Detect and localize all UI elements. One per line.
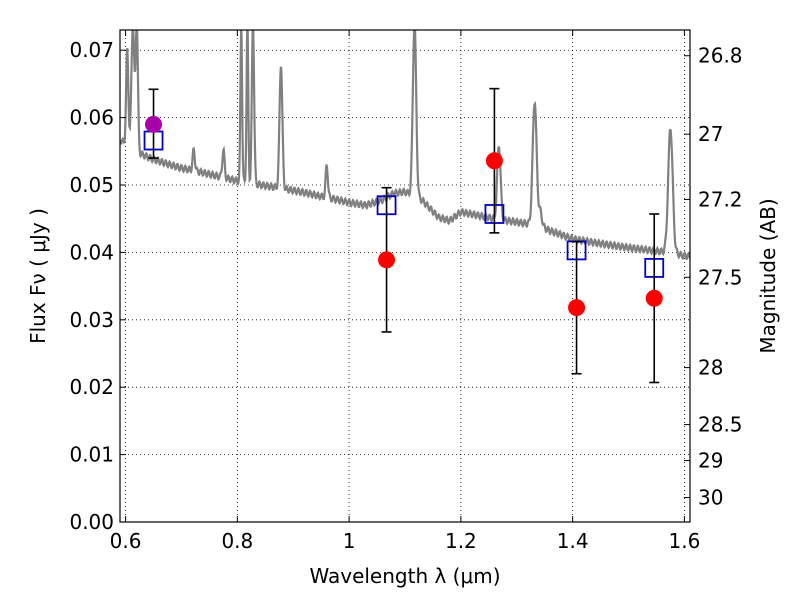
y2-tick-label: 27.5 — [698, 265, 743, 289]
y2-axis-label: Magnitude (AB) — [756, 198, 780, 353]
model-spectrum-layer — [120, 30, 690, 261]
observed-point — [485, 152, 503, 170]
x-tick-label: 0.8 — [221, 529, 253, 553]
photometry-layer — [143, 87, 665, 384]
x-tick-label: 0.6 — [110, 529, 142, 553]
y2-tick-label: 28.5 — [698, 413, 743, 437]
y-tick-label: 0.07 — [69, 38, 114, 62]
y2-tick-label: 29 — [698, 449, 723, 473]
y-tick-label: 0.02 — [69, 375, 114, 399]
observed-point — [145, 115, 163, 133]
x-axis-label: Wavelength λ (μm) — [309, 564, 500, 588]
y-tick-label: 0.01 — [69, 443, 114, 467]
y2-tick-label: 30 — [698, 486, 723, 510]
grid — [120, 30, 690, 522]
y-tick-label: 0.06 — [69, 106, 114, 130]
y-axis-label: Flux Fν ( μJy ) — [26, 208, 50, 344]
y2-tick-label: 27.2 — [698, 187, 743, 211]
observed-point — [378, 251, 396, 269]
x-tick-label: 1 — [343, 529, 356, 553]
x-tick-label: 1.4 — [557, 529, 589, 553]
y-tick-label: 0.03 — [69, 308, 114, 332]
y-tick-label: 0.00 — [69, 510, 114, 534]
y2-tick-label: 27 — [698, 122, 723, 146]
plot-frame — [119, 29, 691, 523]
observed-point — [645, 289, 663, 307]
model-spectrum-line — [120, 30, 690, 261]
x-tick-label: 1.6 — [669, 529, 701, 553]
axis-ticks: 0.6 0.8 1 1.2 1.4 1.6 0.00 0.01 0.02 0.03 0.04 0.05… — [69, 30, 743, 553]
observed-point — [568, 299, 586, 317]
x-tick-label: 1.2 — [445, 529, 477, 553]
y-tick-label: 0.05 — [69, 173, 114, 197]
y2-tick-label: 26.8 — [698, 44, 743, 68]
y2-tick-label: 28 — [698, 356, 723, 380]
y-tick-label: 0.04 — [69, 240, 114, 264]
